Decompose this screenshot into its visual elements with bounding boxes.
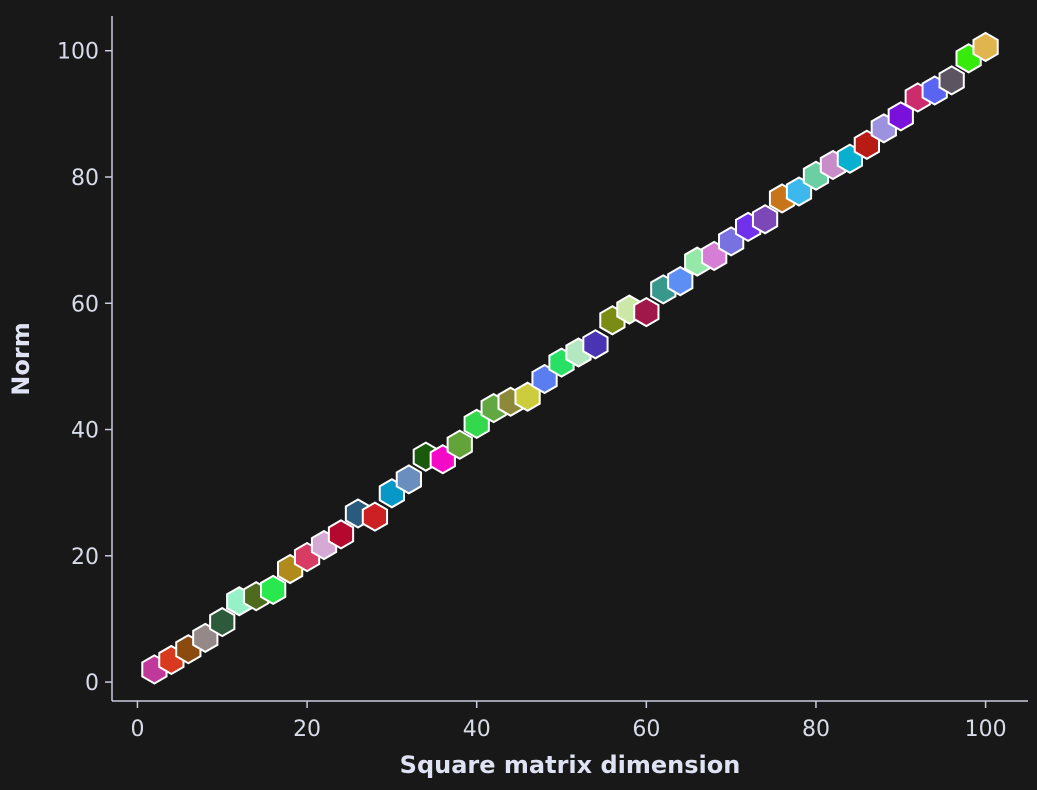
plot-area: 0 20 40 60 80 100 0 20 40 60 80 100 xyxy=(57,16,1028,742)
data-point xyxy=(395,464,422,495)
data-points xyxy=(141,31,999,685)
x-tick-label: 40 xyxy=(463,717,491,742)
data-point xyxy=(633,296,660,328)
data-point xyxy=(209,606,236,638)
x-tick-label: 60 xyxy=(632,717,660,742)
y-tick-label: 100 xyxy=(57,40,99,65)
data-point xyxy=(938,65,965,96)
y-axis-ticks: 0 20 40 60 80 100 xyxy=(57,40,112,696)
data-point xyxy=(327,519,355,550)
x-tick-label: 100 xyxy=(965,717,1007,742)
x-tick-label: 80 xyxy=(802,717,830,742)
data-point xyxy=(667,266,694,297)
x-axis-ticks: 0 20 40 60 80 100 xyxy=(130,701,1007,742)
data-point xyxy=(582,329,609,360)
y-tick-label: 80 xyxy=(71,166,99,191)
data-point xyxy=(972,31,999,63)
data-point xyxy=(446,429,473,460)
x-tick-label: 20 xyxy=(293,717,321,742)
y-tick-label: 40 xyxy=(71,419,99,444)
x-tick-label: 0 xyxy=(130,717,144,742)
data-point xyxy=(751,204,779,235)
y-tick-label: 0 xyxy=(85,671,99,696)
y-tick-label: 20 xyxy=(71,545,99,570)
data-point xyxy=(361,501,389,532)
x-axis-label: Square matrix dimension xyxy=(400,751,741,779)
data-point xyxy=(260,574,287,606)
y-axis-label: Norm xyxy=(7,322,35,395)
y-tick-label: 60 xyxy=(71,292,99,317)
